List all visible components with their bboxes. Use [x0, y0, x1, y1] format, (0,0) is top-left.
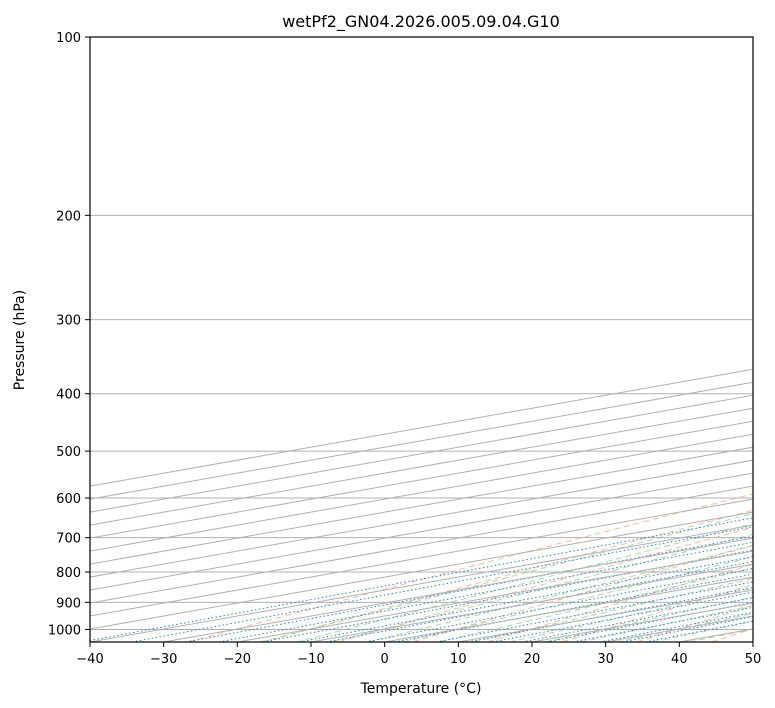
y-tick-label: 700	[56, 532, 81, 547]
skewed-isotherm-line	[90, 498, 753, 617]
y-tick-label: 100	[56, 31, 81, 46]
y-tick-label: 300	[56, 314, 81, 329]
moist-adiabat-line	[402, 556, 753, 642]
x-tick-label: −20	[224, 652, 251, 667]
y-tick-label: 1000	[48, 623, 81, 638]
mixing-ratio-line	[90, 517, 753, 641]
skewed-isotherm-lines	[90, 368, 753, 642]
moist-adiabat-line	[473, 577, 753, 642]
y-tick-label: 800	[56, 566, 81, 581]
mixing-ratio-line	[546, 601, 753, 642]
dry-adiabat-line	[188, 493, 753, 642]
pressure-grid	[90, 37, 753, 630]
x-tick-label: −40	[76, 652, 103, 667]
x-tick-label: 30	[597, 652, 614, 667]
mixing-ratio-line	[185, 535, 753, 642]
moist-adiabat-line	[367, 544, 753, 642]
mixing-ratio-line	[492, 591, 753, 642]
dry-adiabat-line	[412, 544, 753, 642]
dry-adiabat-line	[562, 583, 753, 642]
y-axis-ticks: 100 200 300 400 500 600 700 800 900 1000	[48, 31, 90, 638]
moist-adiabat-line	[331, 533, 753, 642]
skewed-isotherm-line	[90, 433, 753, 552]
y-tick-label: 500	[56, 445, 81, 460]
x-axis-ticks: −40 −30 −20 −10 0 10 20 30 40 50	[76, 642, 761, 667]
y-tick-label: 400	[56, 388, 81, 403]
skewed-isotherm-line	[90, 485, 753, 604]
x-tick-label: 0	[381, 652, 389, 667]
skewed-isotherm-line	[90, 472, 753, 591]
x-tick-label: 20	[524, 652, 541, 667]
mixing-ratio-line	[131, 526, 753, 642]
skewed-isotherm-line	[90, 459, 753, 578]
x-axis-label: Temperature (°C)	[360, 681, 482, 697]
mixing-ratio-line	[522, 597, 753, 642]
mixing-ratio-line	[218, 541, 753, 642]
x-tick-label: 50	[745, 652, 762, 667]
x-tick-label: −10	[297, 652, 324, 667]
y-tick-label: 600	[56, 492, 81, 507]
skewed-isotherm-line	[90, 524, 753, 642]
skewed-isotherm-line	[90, 446, 753, 565]
y-axis-label: Pressure (hPa)	[12, 290, 28, 390]
chart-title: wetPf2_GN04.2026.005.09.04.G10	[282, 12, 560, 32]
x-tick-label: 40	[671, 652, 688, 667]
plot-frame	[89, 36, 754, 643]
y-tick-label: 200	[56, 209, 81, 224]
skewed-isotherm-line	[163, 537, 753, 642]
x-tick-label: −30	[150, 652, 177, 667]
mixing-ratio-line	[572, 606, 753, 642]
skewed-isotherm-line	[90, 511, 753, 630]
y-tick-label: 900	[56, 596, 81, 611]
x-tick-label: 10	[450, 652, 467, 667]
